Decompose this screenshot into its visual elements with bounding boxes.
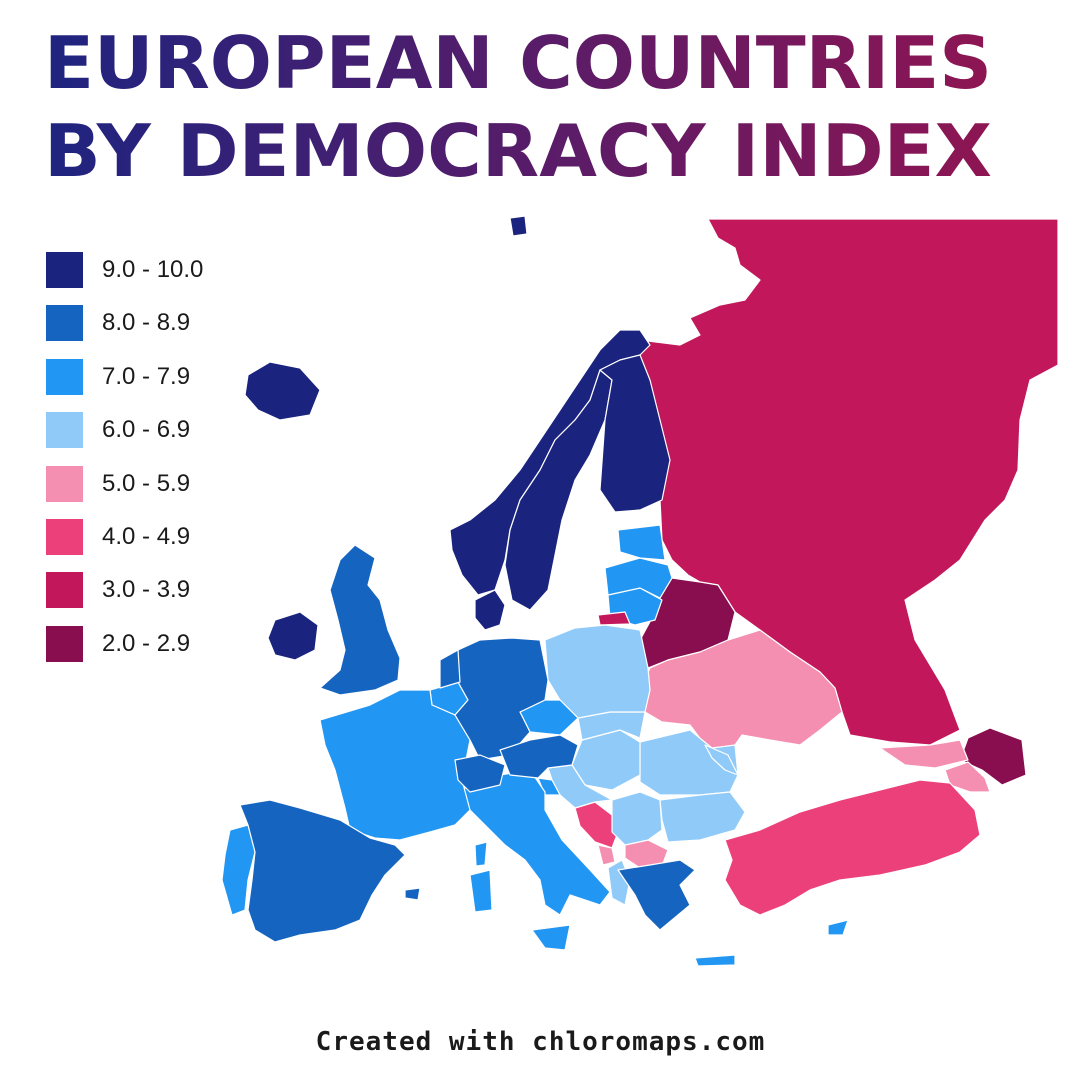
- region-balearics: [404, 887, 421, 901]
- legend-swatch: [46, 625, 83, 662]
- legend-label: 9.0 - 10.0: [102, 256, 204, 283]
- legend-label: 5.0 - 5.9: [102, 469, 191, 497]
- legend-swatch: [46, 252, 83, 288]
- legend-item: 3.0 - 3.9: [46, 572, 203, 609]
- page-title: EUROPEAN COUNTRIES BY DEMOCRACY INDEX: [44, 21, 992, 188]
- region-iceland: [244, 361, 321, 421]
- legend-label: 7.0 - 7.9: [102, 362, 191, 390]
- legend-item: 7.0 - 7.9: [46, 358, 203, 395]
- legend-swatch: [46, 305, 83, 342]
- legend-swatch: [46, 465, 83, 502]
- legend: 9.0 - 10.0 8.0 - 8.9 7.0 - 7.9 6.0 - 6.9…: [46, 252, 203, 679]
- region-serbia: [611, 791, 663, 846]
- region-cyprus: [827, 919, 849, 936]
- region-crete: [694, 954, 736, 967]
- region-italy: [459, 769, 611, 916]
- region-estonia: [617, 524, 666, 561]
- region-georgia: [879, 739, 969, 769]
- region-switzerland: [454, 754, 506, 793]
- region-netherlands: [439, 649, 461, 689]
- title-line-2: BY DEMOCRACY INDEX: [44, 109, 992, 188]
- legend-item: 2.0 - 2.9: [46, 625, 203, 662]
- region-montenegro: [597, 844, 616, 866]
- region-romania: [639, 729, 739, 796]
- legend-item: 8.0 - 8.9: [46, 305, 203, 342]
- region-germany: [454, 637, 549, 761]
- region-spain: [239, 799, 406, 943]
- region-latvia: [604, 557, 673, 599]
- legend-swatch: [46, 518, 83, 555]
- region-corsica: [474, 841, 488, 867]
- region-bosnia: [574, 801, 619, 849]
- region-denmark: [474, 589, 506, 631]
- region-finland: [599, 354, 671, 513]
- legend-item: 9.0 - 10.0: [46, 252, 203, 288]
- region-svalbard: [509, 215, 528, 237]
- region-ireland: [267, 611, 319, 661]
- region-russia: [617, 218, 1059, 746]
- region-bulgaria: [659, 791, 746, 843]
- legend-label: 2.0 - 2.9: [102, 629, 191, 657]
- legend-label: 4.0 - 4.9: [102, 522, 191, 550]
- region-ukraine: [639, 629, 843, 756]
- region-sweden: [504, 369, 613, 611]
- region-moldova: [704, 744, 739, 776]
- region-kaliningrad: [597, 611, 631, 626]
- legend-label: 6.0 - 6.9: [102, 416, 191, 444]
- legend-label: 3.0 - 3.9: [102, 576, 191, 604]
- region-turkey: [724, 779, 981, 916]
- region-greece: [617, 859, 696, 931]
- legend-swatch: [46, 412, 83, 449]
- region-sardinia: [469, 869, 493, 913]
- region-austria: [499, 734, 579, 779]
- region-sicily: [531, 924, 571, 951]
- legend-item: 4.0 - 4.9: [46, 518, 203, 555]
- legend-label: 8.0 - 8.9: [102, 309, 191, 337]
- legend-swatch: [46, 572, 83, 609]
- legend-swatch: [46, 358, 83, 395]
- legend-item: 6.0 - 6.9: [46, 412, 203, 449]
- credit-text: Created with chloromaps.com: [315, 1027, 766, 1057]
- title-line-1: EUROPEAN COUNTRIES: [44, 21, 992, 105]
- region-uk: [319, 544, 401, 696]
- region-france: [319, 689, 471, 841]
- legend-item: 5.0 - 5.9: [46, 465, 203, 502]
